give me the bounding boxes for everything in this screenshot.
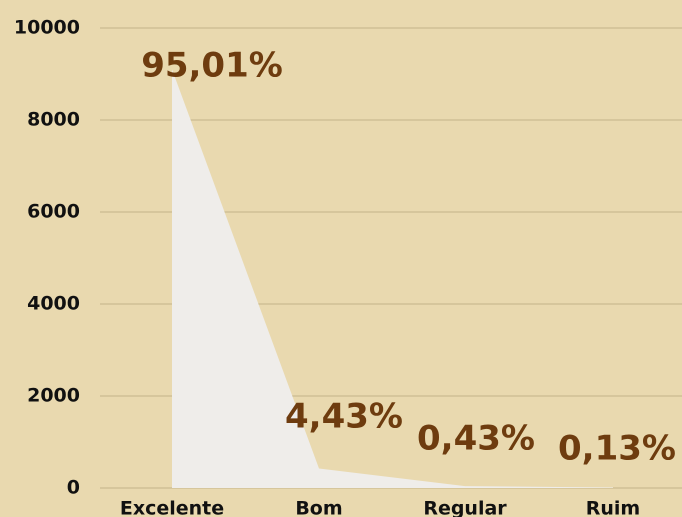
x-tick-label: Bom bbox=[295, 498, 342, 517]
y-tick-label: 2000 bbox=[27, 385, 80, 407]
y-tick-label: 8000 bbox=[27, 109, 80, 131]
x-tick-label: Excelente bbox=[120, 498, 224, 517]
annotation: 4,43% bbox=[285, 397, 403, 437]
annotation: 95,01% bbox=[141, 46, 283, 86]
annotation: 0,13% bbox=[558, 429, 676, 469]
y-tick-label: 0 bbox=[67, 477, 80, 499]
area bbox=[172, 69, 613, 489]
x-tick-label: Regular bbox=[423, 498, 507, 517]
y-tick-label: 6000 bbox=[27, 201, 80, 223]
y-tick-label: 4000 bbox=[27, 293, 80, 315]
annotation: 0,43% bbox=[417, 419, 535, 459]
y-tick-label: 10000 bbox=[14, 17, 80, 39]
x-tick-label: Ruim bbox=[586, 498, 640, 517]
